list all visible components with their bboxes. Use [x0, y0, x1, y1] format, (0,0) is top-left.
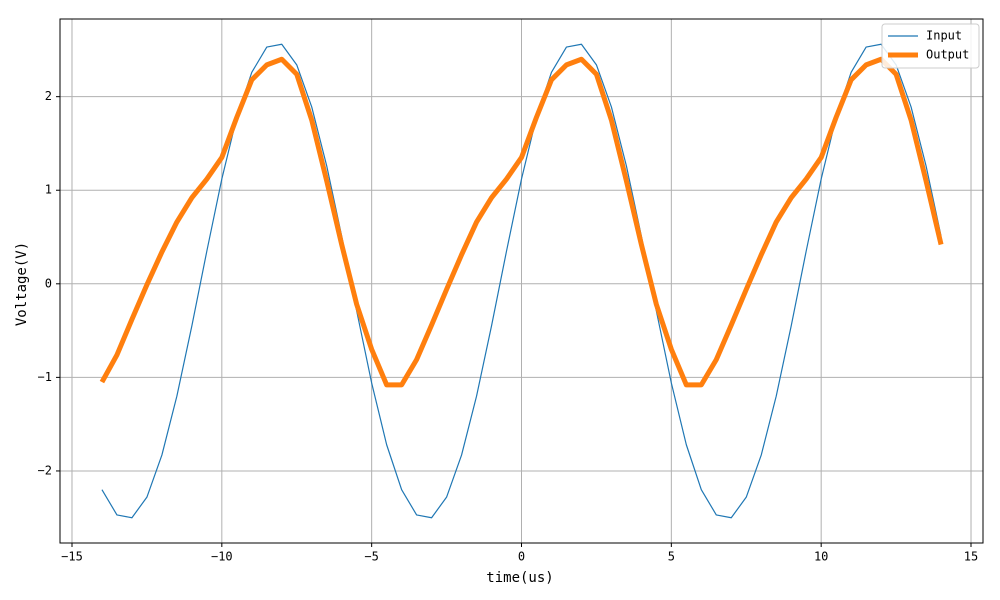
x-tick-label: −15	[61, 550, 83, 564]
x-tick-label: 5	[668, 550, 675, 564]
x-tick-label: 0	[518, 550, 525, 564]
y-tick-label: 2	[45, 89, 52, 103]
x-axis-label: time(us)	[486, 570, 553, 586]
x-tick-label: 10	[814, 550, 828, 564]
x-tick-label: 15	[964, 550, 978, 564]
legend: Input Output	[881, 23, 980, 69]
plot-frame	[59, 18, 984, 544]
y-axis-label: Voltage(V)	[14, 242, 30, 326]
legend-label: Output	[926, 48, 969, 62]
y-tick-label: −1	[38, 370, 52, 384]
x-tick-label: −10	[211, 550, 233, 564]
y-tick-label: 1	[45, 183, 52, 197]
x-tick-label: −5	[364, 550, 378, 564]
legend-label: Input	[926, 29, 962, 43]
y-tick-label: 0	[45, 276, 52, 290]
y-tick-label: −2	[38, 463, 52, 477]
series-line	[99, 56, 944, 388]
